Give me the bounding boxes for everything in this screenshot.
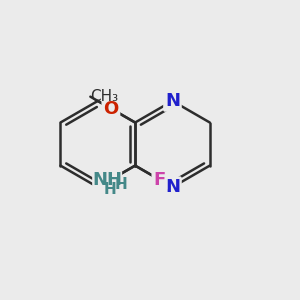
Text: NH: NH bbox=[92, 171, 122, 189]
Text: H: H bbox=[103, 182, 116, 197]
Text: N: N bbox=[165, 92, 180, 110]
Text: H: H bbox=[115, 177, 128, 192]
Text: F: F bbox=[153, 171, 166, 189]
Text: N: N bbox=[165, 178, 180, 196]
Text: O: O bbox=[103, 100, 118, 118]
Text: CH₃: CH₃ bbox=[90, 89, 118, 104]
